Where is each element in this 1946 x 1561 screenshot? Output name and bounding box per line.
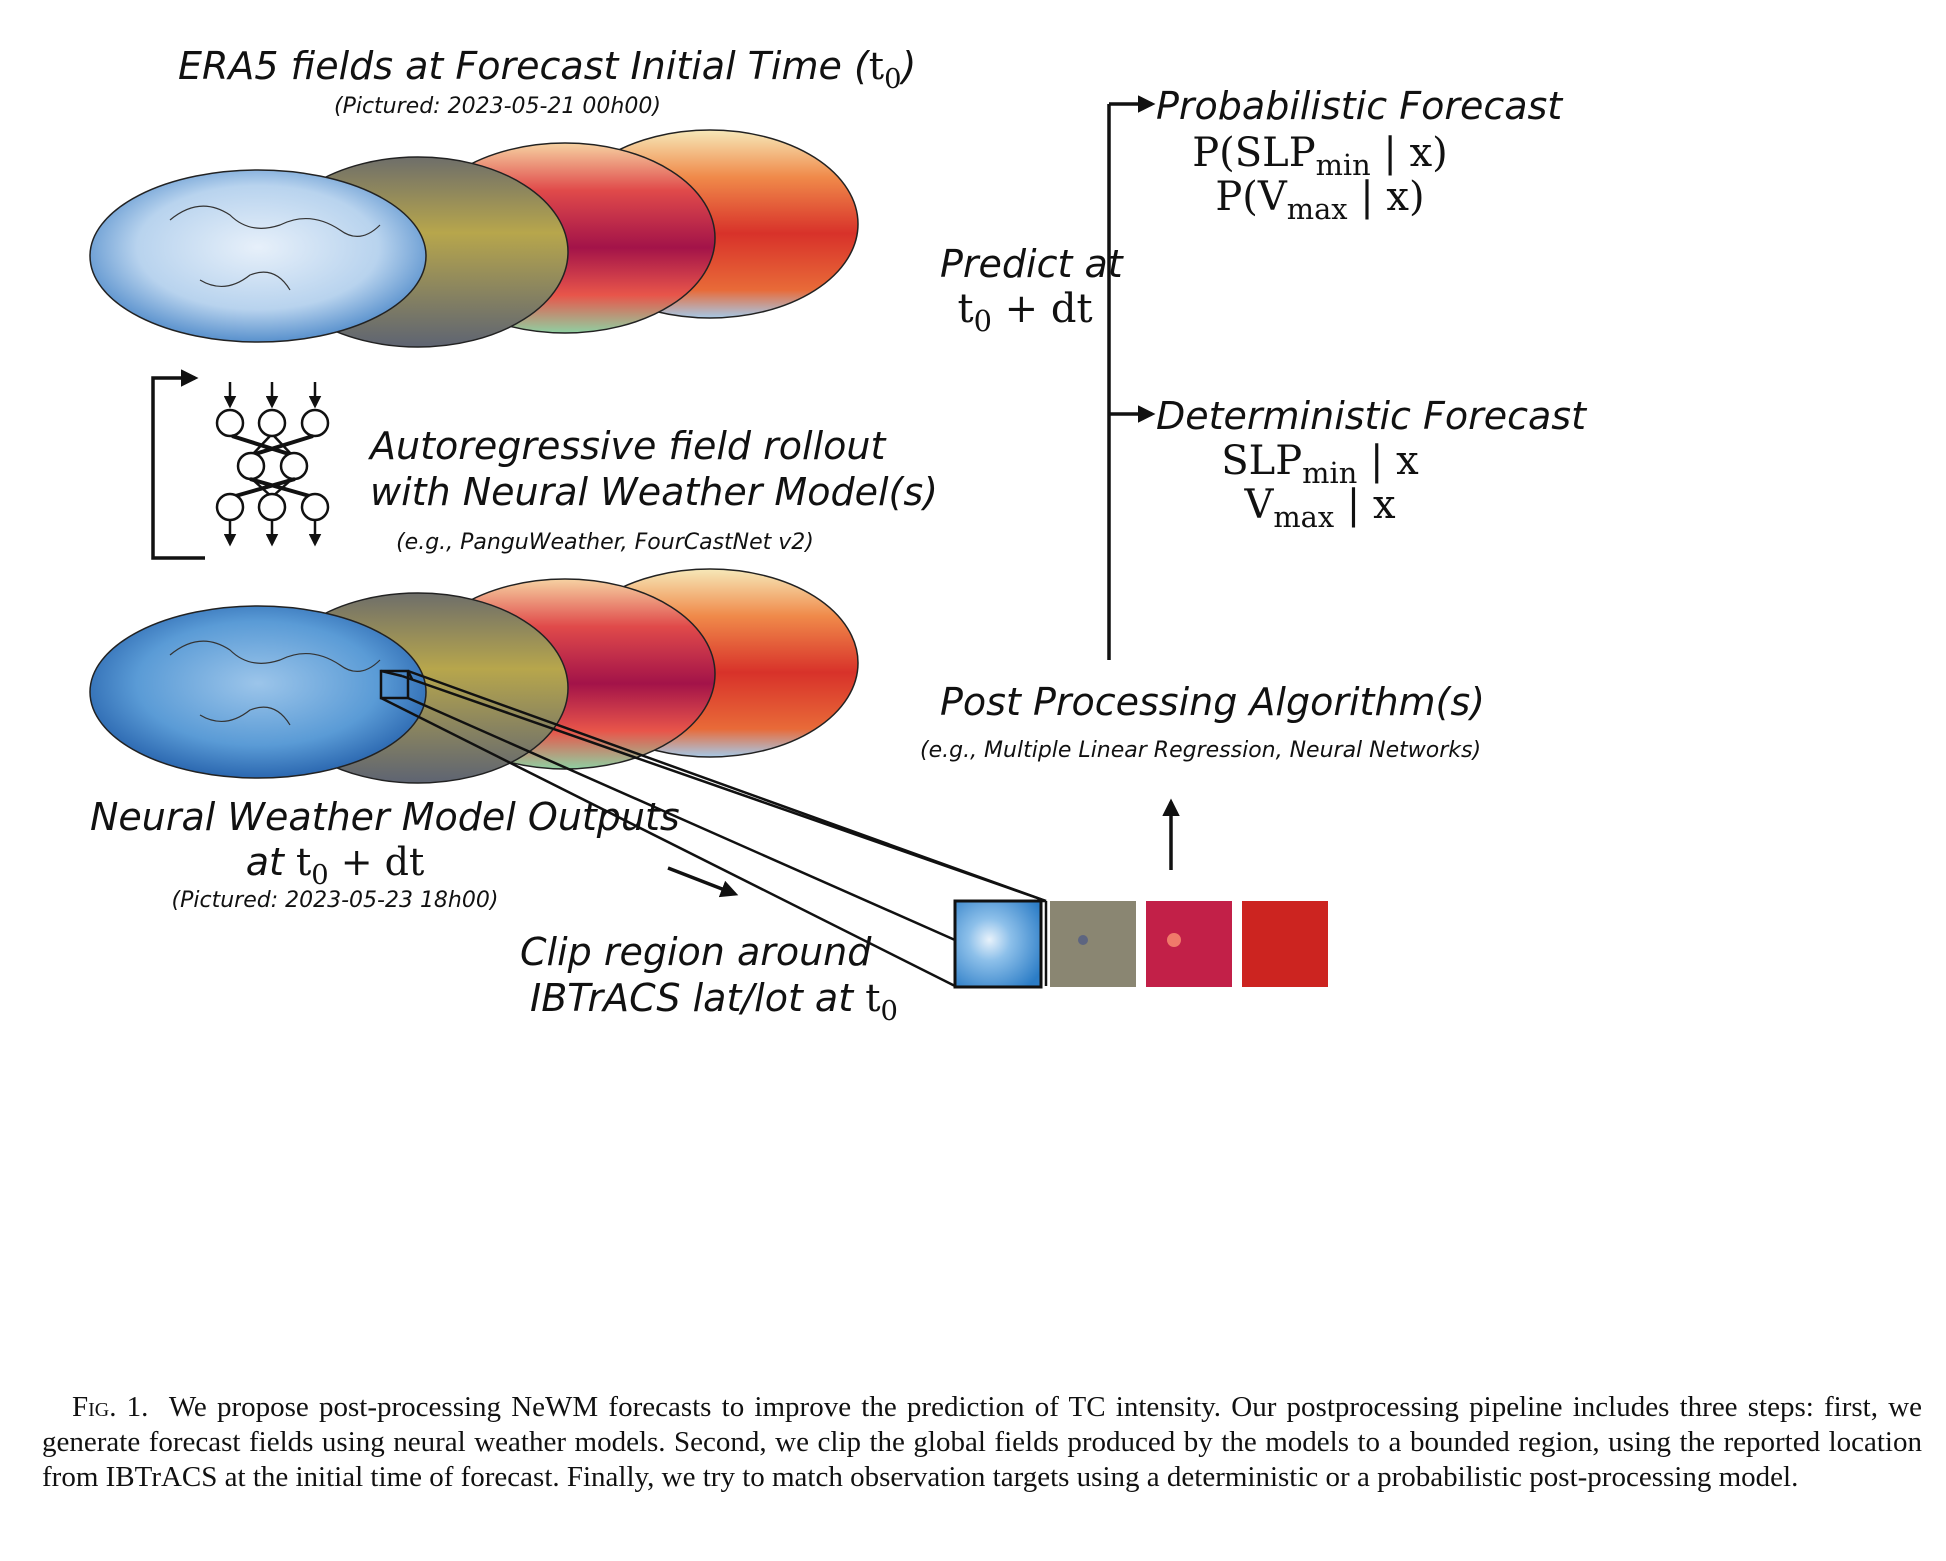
deterministic-eq-vmax: Vmax | x xyxy=(1150,482,1490,534)
prob-eq2-sub: max xyxy=(1286,192,1348,227)
predict-time-sub: 0 xyxy=(973,304,992,339)
newm-pictured: (Pictured: 2023-05-23 18h00) xyxy=(171,888,499,913)
predict-label-time: t0 + dt xyxy=(940,286,1110,338)
patch-humidity-center xyxy=(1167,933,1181,947)
probabilistic-title: Probabilistic Forecast xyxy=(1156,84,1563,128)
rollout-line1: Autoregressive field rollout xyxy=(370,424,886,468)
newm-time-suffix: + dt xyxy=(328,840,425,884)
prob-eq1-prefix: P(SLP xyxy=(1192,130,1316,176)
prob-eq1-suffix: | x) xyxy=(1370,130,1448,176)
caption-fig-label: Fig. 1. xyxy=(72,1391,149,1423)
det-eq2-suffix: | x xyxy=(1334,482,1396,528)
prob-eq1-sub: min xyxy=(1315,148,1371,183)
era5-time-sub: 0 xyxy=(884,63,902,95)
rollout-examples: (e.g., PanguWeather, FourCastNet v2) xyxy=(396,530,814,555)
patch-humidity xyxy=(1146,901,1232,987)
newm-map-wind xyxy=(89,605,427,779)
predict-label-line1: Predict at xyxy=(940,242,1123,286)
era5-time-var: t xyxy=(868,44,885,88)
probabilistic-eq-vmax: P(Vmax | x) xyxy=(1150,174,1490,226)
era5-title-text: ERA5 fields at Forecast Initial Time ( xyxy=(178,44,869,88)
patch-wind xyxy=(953,899,1043,989)
neural-network-icon xyxy=(215,382,330,547)
deterministic-eq-slp: SLPmin | x xyxy=(1150,438,1490,490)
era5-map-stack xyxy=(89,129,859,348)
clip-time-sub: 0 xyxy=(880,995,898,1027)
newm-time: at t0 + dt xyxy=(90,840,580,891)
newm-time-var: t xyxy=(295,840,312,884)
prob-eq2-suffix: | x) xyxy=(1347,174,1425,220)
det-eq1-sub: min xyxy=(1302,456,1358,491)
clip-line2: IBTrACS lat/lot at t0 xyxy=(530,976,898,1027)
newm-at-word: at xyxy=(245,840,284,884)
era5-title-time: t0 xyxy=(868,44,902,95)
deterministic-title: Deterministic Forecast xyxy=(1156,394,1586,438)
era5-title: ERA5 fields at Forecast Initial Time (t0… xyxy=(178,44,916,95)
det-eq1-prefix: SLP xyxy=(1221,438,1303,484)
clip-time: t0 xyxy=(865,976,898,1027)
det-eq1-suffix: | x xyxy=(1357,438,1419,484)
clip-projection xyxy=(379,669,1048,988)
prob-eq2-prefix: P(V xyxy=(1215,174,1287,220)
clip-time-var: t xyxy=(865,976,881,1020)
patch-temperature xyxy=(1242,901,1328,987)
patch-geopotential xyxy=(1050,901,1136,987)
patch-geopotential-center xyxy=(1078,935,1088,945)
newm-map-stack xyxy=(89,568,859,784)
era5-title-suffix: ) xyxy=(901,44,917,88)
newm-coastline xyxy=(169,640,381,726)
clipped-patches xyxy=(953,899,1328,989)
newm-time-sub: 0 xyxy=(311,859,329,891)
figure-caption: Fig. 1. We propose post-processing NeWM … xyxy=(42,1390,1922,1495)
era5-map-wind xyxy=(89,169,427,343)
probabilistic-eq-slp: P(SLPmin | x) xyxy=(1150,130,1490,182)
newm-time-expr: t0 + dt xyxy=(295,840,425,891)
det-eq2-prefix: V xyxy=(1244,482,1274,528)
clip-region-box xyxy=(379,669,410,700)
clip-line1: Clip region around xyxy=(520,930,872,974)
postprocess-title: Post Processing Algorithm(s) xyxy=(940,680,1485,724)
predict-time-var: t xyxy=(957,286,974,332)
det-eq2-sub: max xyxy=(1273,500,1335,535)
era5-coastline xyxy=(169,205,381,291)
predict-time-suffix: + dt xyxy=(991,286,1093,332)
postprocess-examples: (e.g., Multiple Linear Regression, Neura… xyxy=(920,738,1482,763)
caption-text: We propose post-processing NeWM forecast… xyxy=(42,1391,1923,1493)
rollout-line2: with Neural Weather Model(s) xyxy=(370,470,938,514)
rollout-feedback-bracket xyxy=(151,369,205,560)
clip-line2-text: IBTrACS lat/lot at xyxy=(530,976,866,1020)
newm-title: Neural Weather Model Outputs xyxy=(90,795,680,839)
era5-pictured: (Pictured: 2023-05-21 00h00) xyxy=(334,94,661,119)
clip-direction-arrow xyxy=(667,866,739,898)
